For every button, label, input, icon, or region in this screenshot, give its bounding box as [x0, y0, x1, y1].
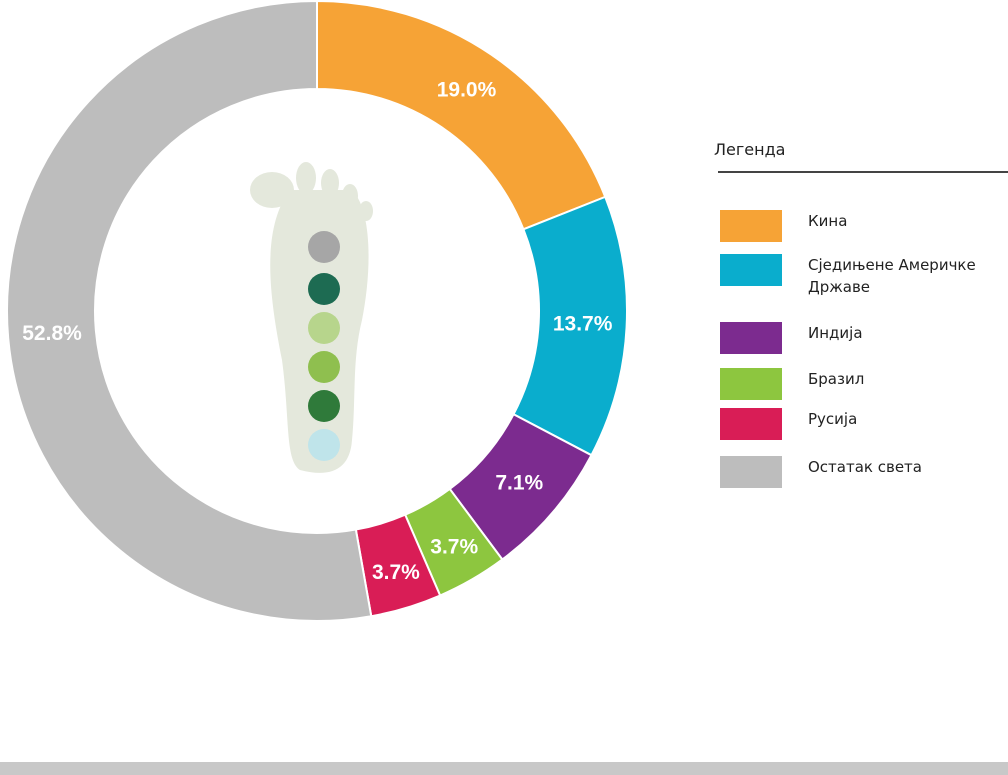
legend-item: Бразил: [720, 368, 988, 400]
legend-label: Бразил: [808, 370, 865, 388]
value-label: 13.7%: [553, 313, 613, 336]
legend-item: Русија: [720, 408, 988, 440]
legend-item: Индија: [720, 322, 988, 354]
donut-segment: [6, 0, 373, 622]
footer-bar: [0, 762, 1008, 775]
legend-title: Легенда: [714, 140, 786, 159]
value-label: 3.7%: [372, 561, 420, 584]
value-label: 7.1%: [495, 471, 543, 494]
legend-swatch: [720, 322, 782, 354]
legend-label: Кина: [808, 212, 848, 230]
legend-label: Остатак света: [808, 458, 922, 476]
value-label: 3.7%: [430, 536, 478, 559]
legend-swatch: [720, 456, 782, 488]
legend-swatch: [720, 408, 782, 440]
legend-swatch: [720, 368, 782, 400]
legend-swatch: [720, 254, 782, 286]
chart: 19.0% 13.7% 7.1% 3.7% 3.7% 52.8%: [6, 0, 628, 622]
value-label: 19.0%: [437, 79, 497, 102]
foot-illustration: [250, 162, 373, 473]
legend-label: Сједињене Америчке Државе: [808, 256, 976, 296]
value-label: 52.8%: [22, 322, 82, 345]
legend-rule: [718, 171, 1008, 173]
legend: Легенда Кина Сједињене Америчке Државе Инд…: [706, 140, 1008, 488]
legend-swatch: [720, 210, 782, 242]
legend-label: Русија: [808, 410, 858, 428]
donut-segment: [316, 0, 607, 231]
legend-item: Кина: [720, 210, 988, 242]
legend-label: Индија: [808, 324, 863, 342]
legend-item: Сједињене Америчке Државе: [720, 254, 988, 298]
legend-item: Остатак света: [720, 456, 988, 488]
